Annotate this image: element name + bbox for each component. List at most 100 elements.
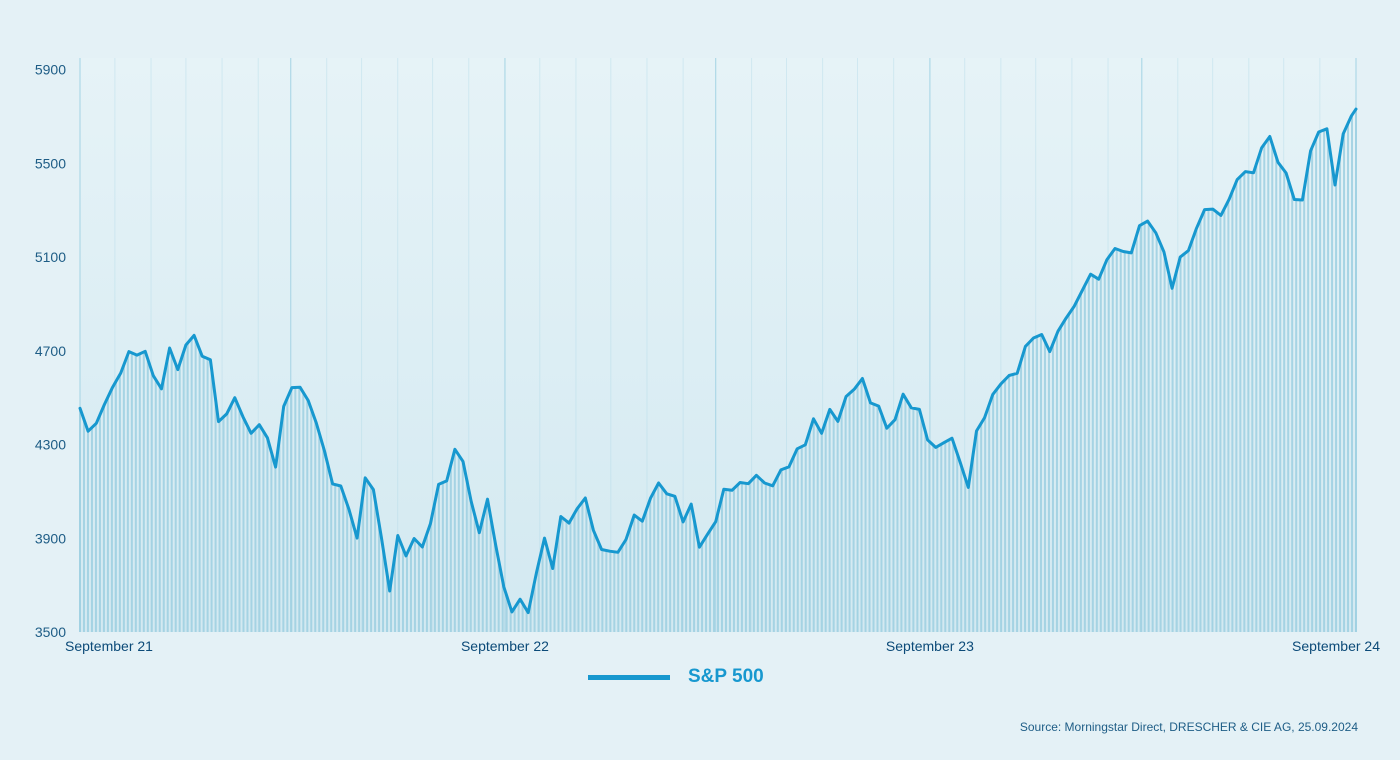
area-bar (1000, 383, 1003, 632)
area-bar (386, 573, 389, 632)
y-tick-label: 4700 (35, 343, 66, 359)
area-bar (1315, 138, 1318, 632)
area-bar (549, 560, 552, 632)
area-bar (417, 543, 420, 632)
area-bar (118, 374, 121, 632)
area-bar (1283, 170, 1286, 632)
area-bar (130, 352, 133, 632)
area-bar (501, 581, 504, 632)
area-bar (840, 410, 843, 632)
area-bar (657, 483, 660, 632)
area-bar (1319, 131, 1322, 633)
area-bar (350, 517, 353, 632)
area-bar (884, 424, 887, 632)
area-bar (1123, 251, 1126, 632)
area-bar (928, 441, 931, 632)
area-bar (996, 388, 999, 632)
area-bar (362, 493, 365, 632)
area-bar (186, 342, 189, 632)
area-bar (904, 398, 907, 632)
area-bar (1299, 199, 1302, 632)
area-bar (709, 530, 712, 632)
area-bar (1055, 333, 1058, 632)
area-bar (848, 393, 851, 632)
area-bar (1203, 209, 1206, 632)
area-bar (1079, 293, 1082, 632)
area-bar (868, 399, 871, 632)
x-tick-label: September 24 (1292, 638, 1380, 654)
area-bar (266, 437, 269, 632)
area-bar (1259, 152, 1262, 632)
area-bar (1091, 275, 1094, 632)
area-bar (278, 438, 281, 632)
area-bars (79, 109, 1357, 633)
area-bar (433, 502, 436, 632)
area-bar (1107, 257, 1110, 632)
area-bar (768, 484, 771, 632)
area-bar (673, 496, 676, 632)
area-bar (852, 389, 855, 632)
area-bar (1047, 349, 1050, 632)
area-bar (222, 416, 225, 632)
area-bar (1127, 252, 1130, 633)
area-bar (988, 404, 991, 632)
series-line-sp500 (78, 107, 1358, 615)
area-bar (358, 522, 361, 632)
area-bar (370, 486, 373, 632)
area-bar (250, 432, 253, 632)
area-bar (489, 517, 492, 632)
area-bar (1016, 373, 1019, 632)
y-tick-label: 5500 (35, 155, 66, 171)
area-bar (836, 420, 839, 632)
area-bar (230, 404, 233, 632)
area-bar (589, 518, 592, 632)
area-bar (1263, 144, 1266, 632)
y-tick-label: 5900 (35, 62, 66, 78)
area-bar (1032, 338, 1035, 632)
area-bar (1223, 208, 1226, 632)
area-bar (772, 483, 775, 632)
area-bar (952, 441, 955, 632)
area-bar (166, 357, 169, 632)
area-bar (334, 484, 337, 632)
area-bar (1103, 264, 1106, 632)
area-bar (485, 502, 488, 632)
area-bar (597, 541, 600, 632)
area-bar (732, 488, 735, 632)
area-bar (234, 399, 237, 632)
area-bar (529, 601, 532, 632)
area-bar (713, 524, 716, 632)
area-bar (98, 414, 101, 632)
area-bar (900, 399, 903, 632)
area-bar (138, 353, 141, 632)
area-bar (677, 506, 680, 632)
area-bar (533, 581, 536, 632)
area-bar (425, 533, 428, 632)
area-bar (198, 349, 201, 632)
area-bar (298, 387, 301, 632)
area-bar (314, 420, 317, 632)
area-bar (158, 386, 161, 632)
area-bar (1183, 253, 1186, 633)
y-axis-ticks: 3500 3900 4300 4700 5100 5500 5900 (35, 62, 66, 640)
area-bar (146, 359, 149, 632)
area-bar (270, 452, 273, 632)
area-bar (1231, 191, 1234, 632)
area-bar (617, 551, 620, 632)
area-bar (154, 379, 157, 632)
area-bar (1275, 156, 1278, 633)
area-bar (282, 409, 285, 632)
area-bar (1139, 225, 1142, 632)
area-bar (1024, 347, 1027, 632)
area-bar (274, 466, 277, 632)
area-bar (1307, 165, 1310, 632)
area-bar (1020, 360, 1023, 632)
area-bar (1327, 136, 1330, 632)
area-bar (780, 469, 783, 632)
area-bar (724, 489, 727, 632)
area-bar (764, 483, 767, 632)
area-bar (302, 392, 305, 632)
area-bar (322, 446, 325, 632)
area-bar (976, 429, 979, 632)
